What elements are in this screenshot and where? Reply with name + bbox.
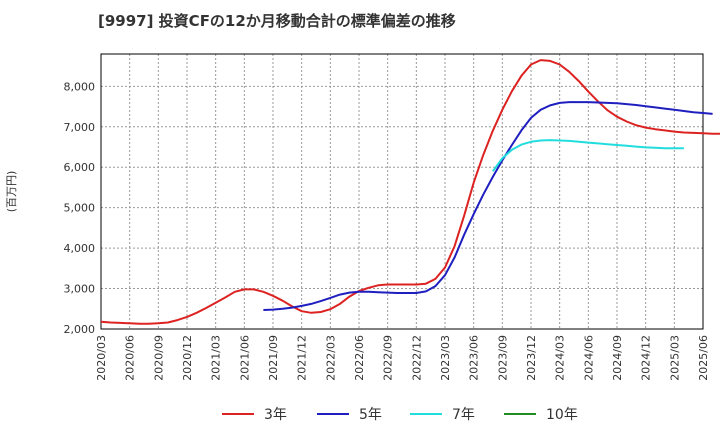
x-tick-label: 2022/03 xyxy=(324,335,337,381)
legend-label-10年: 10年 xyxy=(546,407,578,423)
legend: 3年 5年 7年 10年 xyxy=(222,407,578,423)
x-tick-label: 2023/12 xyxy=(525,335,538,381)
series-line-3年 xyxy=(100,59,720,325)
x-tick-label: 2025/03 xyxy=(668,335,681,381)
x-tick-label: 2020/09 xyxy=(152,335,165,381)
x-tick-label: 2024/12 xyxy=(640,335,653,381)
plot-frame xyxy=(100,53,704,330)
x-tick-label: 2023/09 xyxy=(496,335,509,381)
x-tick-label: 2022/12 xyxy=(410,335,423,381)
x-tick-label: 2022/09 xyxy=(382,335,395,381)
x-tick-label: 2024/09 xyxy=(611,335,624,381)
x-tick-label: 2024/06 xyxy=(582,335,595,381)
x-tick-label: 2020/03 xyxy=(95,335,108,381)
x-tick-label: 2021/09 xyxy=(267,335,280,381)
y-tick-label: 7,000 xyxy=(64,121,96,134)
series-line-7年 xyxy=(491,139,684,172)
y-tick-label: 3,000 xyxy=(64,283,96,296)
x-tick-label: 2020/12 xyxy=(181,335,194,381)
x-tick-label: 2022/06 xyxy=(353,335,366,381)
y-tick-label: 8,000 xyxy=(64,80,96,93)
y-tick-label: 2,000 xyxy=(64,323,96,336)
legend-label-5年: 5年 xyxy=(359,407,382,423)
x-tick-label: 2021/03 xyxy=(210,335,223,381)
series-line-5年 xyxy=(263,101,713,311)
series-layer xyxy=(100,59,720,325)
x-tick-label: 2021/12 xyxy=(296,335,309,381)
y-tick-label: 6,000 xyxy=(64,161,96,174)
y-tick-label: 4,000 xyxy=(64,242,96,255)
x-tick-label: 2024/03 xyxy=(554,335,567,381)
legend-label-7年: 7年 xyxy=(452,407,475,423)
x-tick-label: 2023/06 xyxy=(468,335,481,381)
x-tick-label: 2025/06 xyxy=(697,335,710,381)
x-tick-label: 2020/06 xyxy=(124,335,137,381)
x-tick-label: 2021/06 xyxy=(238,335,251,381)
y-axis-ticks: 2,000 3,000 4,000 5,000 6,000 7,000 8,000 xyxy=(64,80,96,336)
grid xyxy=(100,54,704,330)
chart-title: [9997] 投資CFの12か月移動合計の標準偏差の推移 xyxy=(98,12,456,30)
y-tick-label: 5,000 xyxy=(64,202,96,215)
x-tick-label: 2023/03 xyxy=(439,335,452,381)
legend-label-3年: 3年 xyxy=(264,407,287,423)
y-axis-label: (百万円) xyxy=(5,171,18,213)
x-axis-ticks: 2020/03 2020/06 2020/09 2020/12 2021/03 2021/… xyxy=(95,335,710,381)
